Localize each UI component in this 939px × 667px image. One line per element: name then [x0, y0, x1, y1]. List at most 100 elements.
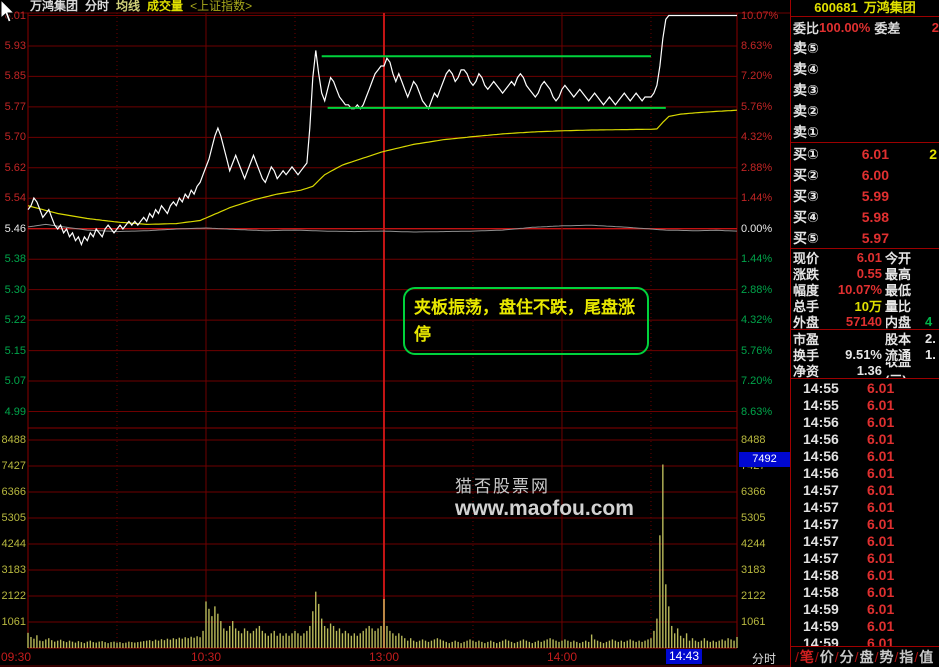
pct-axis-label: 4.32%: [741, 131, 773, 144]
panel-tab-笔[interactable]: 笔: [799, 649, 814, 665]
stat-label: 最低: [885, 282, 912, 298]
watermark-url: www.maofou.com: [455, 497, 634, 520]
stat-row: 换手 9.51% 流通 1.: [791, 346, 939, 363]
tick-price: 6.01: [867, 481, 895, 498]
stat-row: 市盈 股本 2.: [791, 330, 939, 347]
ma-label[interactable]: 均线: [116, 0, 141, 13]
pct-axis-label: 5.76%: [741, 344, 773, 357]
tick-row: 14:59 6.01: [791, 617, 939, 634]
avg-line: [27, 109, 738, 226]
tick-price: 6.01: [867, 549, 895, 566]
panel-tab-分[interactable]: 分: [839, 649, 854, 665]
chart-title-bar: 万鸿集团 分时 均线 成交量 <上证指数>: [30, 0, 259, 13]
tick-time: 14:57: [803, 481, 839, 498]
tick-row: 14:59 6.01: [791, 634, 939, 647]
mouse-cursor: [0, 0, 16, 23]
buy-level: 买④ 5.98: [791, 206, 939, 227]
tick-price: 6.01: [867, 464, 895, 481]
price-line: [27, 14, 737, 247]
stat-row: 净资 1.36收益(三): [791, 362, 939, 378]
sell-level-label: 卖②: [793, 102, 819, 119]
tab-separator: /: [874, 649, 879, 665]
volume-label[interactable]: 成交量: [147, 0, 184, 13]
quote-stats: 现价 6.01 今开 涨跌 0.55 最高 幅度 10.07% 最低 总手 10万 量比 外盘 57140…: [791, 249, 939, 330]
pct-axis-label: 4.32%: [741, 314, 773, 327]
stat-value: 1.36: [856, 362, 882, 378]
stat-value: 1.: [925, 346, 936, 362]
buy-level-label: 买③: [793, 187, 819, 204]
price-axis-label: 5.30: [4, 283, 26, 296]
tick-row: 14:58 6.01: [791, 583, 939, 600]
stat-value: 10.07%: [837, 281, 882, 297]
tab-separator: /: [814, 649, 819, 665]
pct-axis-label: 2.88%: [741, 283, 773, 296]
stat-label: 总手: [793, 298, 820, 314]
stat-value: 2.: [925, 330, 936, 346]
tick-row: 14:56 6.01: [791, 413, 939, 430]
tick-price: 6.01: [867, 532, 895, 549]
panel-tabs: / 笔 / 价 / 分 / 盘 / 势 / 指 / 值: [791, 646, 939, 667]
tick-time: 14:55: [803, 396, 839, 413]
panel-tab-值[interactable]: 值: [919, 649, 934, 665]
price-axis-label: 5.07: [4, 375, 26, 388]
stat-row: 外盘 57140 内盘 4: [791, 313, 939, 330]
panel-tab-盘[interactable]: 盘: [859, 649, 874, 665]
stat-label: 内盘: [885, 314, 912, 330]
crosshair-time-readout: 14:43: [666, 649, 702, 664]
tick-time: 14:57: [803, 515, 839, 532]
panel-tab-指[interactable]: 指: [899, 649, 914, 665]
tick-time: 14:56: [803, 430, 839, 447]
buy-level-volume: 2: [929, 145, 937, 162]
tick-row: 14:57 6.01: [791, 498, 939, 515]
volume-axis-label: 2122: [1, 590, 26, 602]
price-axis-label: 5.46: [4, 222, 26, 235]
index-compare-line: [27, 223, 738, 233]
volume-axis-label: 5305: [1, 512, 26, 524]
stat-value: 0.55: [856, 265, 882, 281]
panel-tab-价[interactable]: 价: [819, 649, 834, 665]
intraday-chart[interactable]: 万鸿集团 分时 均线 成交量 <上证指数> 6.01 10.07% 5.93 8.63% 5.8…: [0, 0, 790, 667]
tick-price: 6.01: [867, 515, 895, 532]
buy-level: 买② 6.00: [791, 164, 939, 185]
stat-row: 幅度 10.07% 最低: [791, 281, 939, 298]
tick-list[interactable]: 14:55 6.01 14:55 6.01 14:56 6.01 14:56 6.01 14:5…: [791, 379, 939, 647]
buy-level-label: 买①: [793, 145, 819, 162]
stat-label: 外盘: [793, 314, 820, 330]
volume-axis-label: 5305: [741, 512, 766, 524]
volume-axis-label: 2122: [741, 590, 766, 602]
price-axis-label: 5.54: [4, 192, 26, 205]
price-axis-label: 5.38: [4, 253, 26, 266]
stock-name-label: 万鸿集团: [30, 0, 79, 13]
stat-label: 净资: [793, 363, 820, 379]
sell-level: 卖④: [791, 58, 939, 79]
volume-axis-label: 4244: [1, 538, 26, 550]
chart-plot[interactable]: [0, 0, 790, 667]
stat-value: 6.01: [856, 249, 882, 265]
annotation-box[interactable]: 夹板振荡，盘住不跌，尾盘涨停: [403, 287, 649, 355]
tick-time: 14:58: [803, 566, 839, 583]
panel-tab-势[interactable]: 势: [879, 649, 894, 665]
weicha-value: 2: [931, 19, 939, 35]
stock-name: 万鸿集团: [863, 0, 916, 15]
quote-panel: 600681 万鸿集团 委比 100.00% 委差 2 卖⑤ 卖④ 卖③ 卖② 卖① 买①…: [790, 0, 939, 667]
divider: [791, 329, 939, 330]
tick-price: 6.01: [867, 583, 895, 600]
volume-axis-label: 6366: [1, 486, 26, 498]
volume-axis-label: 7427: [1, 460, 26, 472]
index-ref-label[interactable]: <上证指数>: [190, 0, 253, 13]
time-axis-label: 10:30: [190, 650, 222, 664]
buy-level-price: 5.99: [861, 187, 889, 204]
buy-level: 买⑤ 5.97: [791, 227, 939, 248]
tick-row: 14:57 6.01: [791, 532, 939, 549]
buy-queue: 买① 6.01 2 买② 6.00 买③ 5.99 买④ 5.98 买⑤ 5.97: [791, 143, 939, 248]
watermark: 猫否股票网 www.maofou.com: [455, 472, 634, 521]
view-label[interactable]: 分时: [85, 0, 110, 13]
tick-price: 6.01: [867, 396, 895, 413]
tick-row: 14:59 6.01: [791, 600, 939, 617]
weicha-label: 委差: [874, 20, 901, 36]
buy-level-label: 买④: [793, 208, 819, 225]
price-axis-label: 5.15: [4, 344, 26, 357]
stat-value: 9.51%: [845, 346, 882, 362]
sell-level-label: 卖④: [793, 60, 819, 77]
